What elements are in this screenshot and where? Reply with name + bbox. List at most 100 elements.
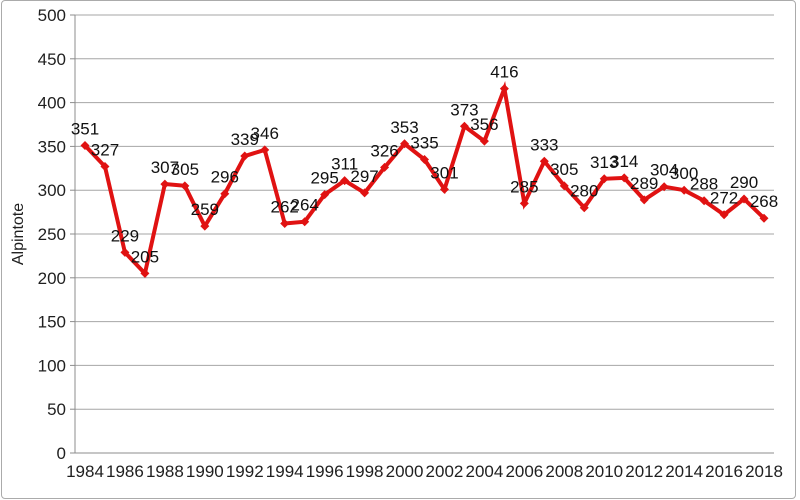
y-tick-label: 0 [57,444,66,463]
data-label: 351 [71,120,99,139]
data-label: 339 [231,130,259,149]
data-point-marker [719,210,729,220]
data-label: 326 [370,141,398,160]
data-label: 314 [610,152,638,171]
y-tick-label: 300 [38,181,66,200]
data-point-marker [519,198,529,208]
series-group [80,81,769,278]
data-point-marker [400,139,410,149]
x-tick-label: 1986 [106,462,144,481]
y-tick-label: 100 [38,356,66,375]
data-point-marker [380,162,390,172]
x-tick-label: 1990 [186,462,224,481]
data-label: 285 [510,177,538,196]
data-label: 346 [251,124,279,143]
x-tick-label: 2012 [625,462,663,481]
data-label: 307 [151,158,179,177]
data-label: 353 [390,118,418,137]
data-label: 289 [630,174,658,193]
data-point-marker [579,203,589,213]
data-point-marker [180,181,190,191]
data-label: 304 [650,161,678,180]
data-point-marker [420,155,429,165]
data-point-marker [100,162,110,172]
y-tick-label: 150 [38,313,66,332]
data-point-marker [759,213,769,223]
y-tick-label: 250 [38,225,66,244]
data-point-marker [679,185,689,195]
data-point-marker [599,174,609,184]
data-point-marker [160,179,170,189]
data-point-marker [360,188,370,198]
data-label: 288 [690,175,718,194]
data-label: 300 [670,164,698,183]
data-point-marker [260,145,270,155]
x-tick-label: 2014 [665,462,703,481]
data-point-marker [340,176,350,186]
data-label: 301 [430,163,458,182]
data-label: 268 [750,192,778,211]
x-tick-label: 1996 [306,462,344,481]
x-tick-label: 2000 [386,462,424,481]
data-point-marker [220,189,230,199]
y-axis-title: Alpintote [10,203,27,265]
data-label: 416 [490,63,518,82]
data-point-marker [240,151,250,161]
data-label: 311 [331,155,358,174]
data-point-marker [539,156,549,166]
data-label: 205 [131,247,159,266]
series-line [83,81,766,278]
data-label: 262 [271,197,299,216]
data-label: 335 [410,134,438,153]
data-label: 305 [550,160,578,179]
data-point-marker [499,84,509,94]
gridlines-group [75,14,774,410]
data-point-marker [439,184,449,194]
x-tick-label: 2010 [585,462,623,481]
x-tick-label: 1994 [266,462,304,481]
x-tick-label: 2006 [505,462,543,481]
data-point-marker [120,247,130,257]
x-tick-label: 1992 [226,462,264,481]
data-label: 305 [171,160,199,179]
x-tick-label: 2004 [465,462,503,481]
data-point-marker [200,221,210,231]
data-point-marker [80,141,90,151]
data-point-marker [739,194,749,204]
data-point-marker [140,268,150,278]
data-label: 290 [730,173,758,192]
data-label: 327 [91,141,119,160]
y-tick-label: 50 [47,400,66,419]
y-tick-label: 500 [38,6,66,25]
data-label: 373 [450,100,478,119]
data-label: 259 [191,200,219,219]
y-tick-label: 450 [38,50,66,69]
y-tick-label: 200 [38,269,66,288]
data-point-marker [280,218,290,228]
data-point-marker [699,196,709,206]
data-label: 333 [530,135,558,154]
data-point-marker [459,121,469,131]
data-label: 229 [111,226,139,245]
data-labels-group: 3513272292053073052592963393462622642953… [71,63,778,267]
x-tick-label: 1984 [66,462,104,481]
x-tick-label: 2008 [545,462,583,481]
data-label: 356 [470,115,498,134]
data-point-marker [300,217,310,227]
data-label: 264 [290,196,318,215]
data-point-marker [659,182,669,192]
data-point-marker [559,181,569,191]
x-tick-label: 1998 [346,462,384,481]
data-point-marker [320,190,330,200]
data-point-marker [639,195,649,205]
data-label: 297 [350,167,378,186]
data-label: 313 [590,153,618,172]
x-tick-label: 2016 [705,462,743,481]
y-tick-label: 400 [38,94,66,113]
data-label: 296 [211,168,239,187]
data-point-marker [479,136,489,146]
x-tick-label: 2018 [745,462,783,481]
